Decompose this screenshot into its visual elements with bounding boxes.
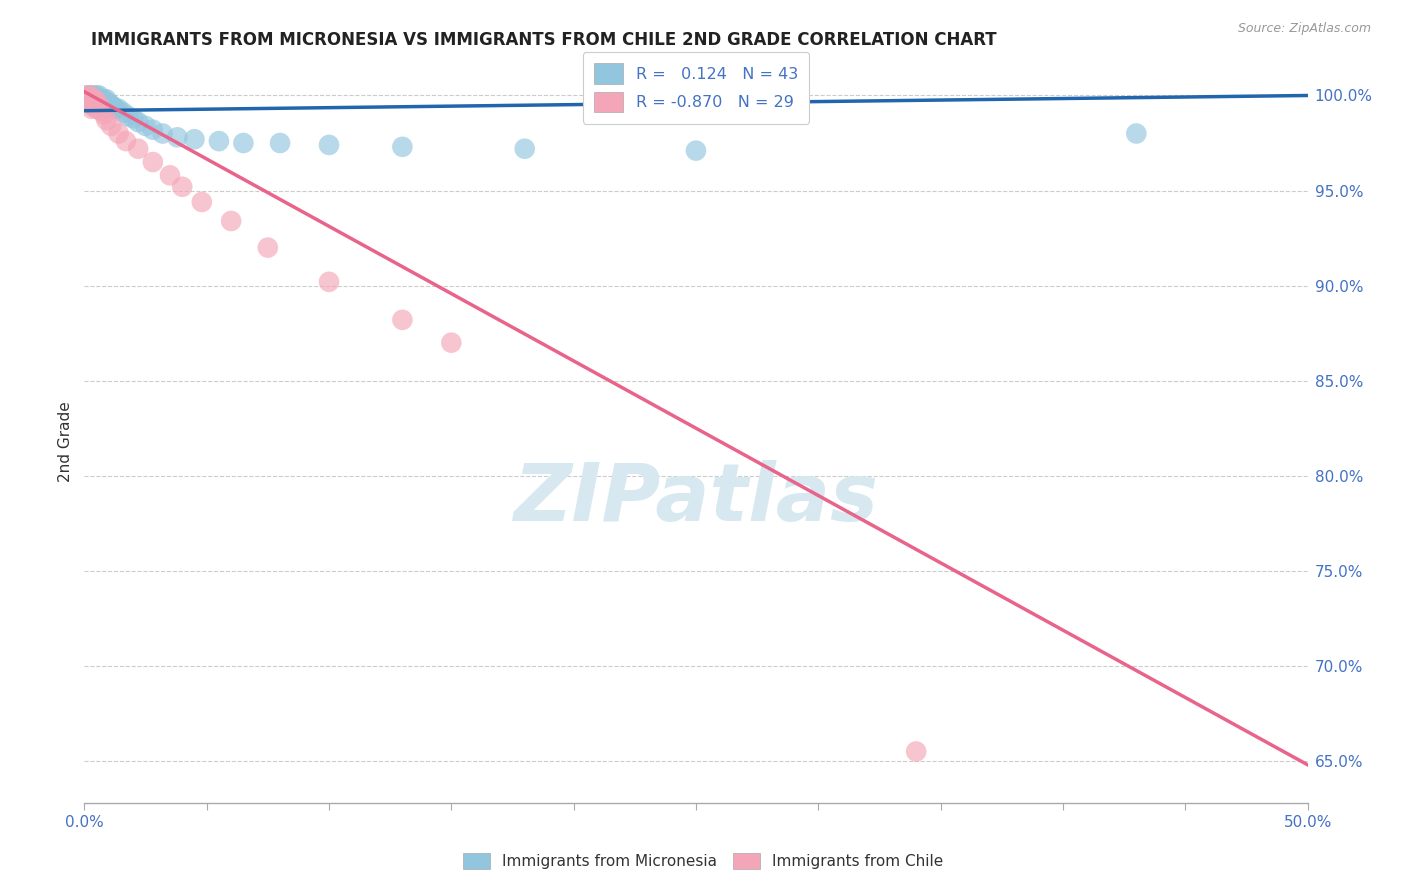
- Point: [172, 179, 194, 194]
- Point: [90, 98, 112, 112]
- Point: [112, 105, 135, 120]
- Point: [103, 100, 125, 114]
- Text: ZIPatlas: ZIPatlas: [513, 460, 879, 539]
- Point: [93, 107, 115, 121]
- Point: [96, 113, 118, 128]
- Point: [87, 98, 110, 112]
- Point: [105, 102, 128, 116]
- Point: [905, 744, 928, 758]
- Point: [97, 96, 120, 111]
- Point: [76, 92, 98, 106]
- Point: [122, 112, 145, 126]
- Point: [77, 92, 100, 106]
- Point: [83, 92, 105, 106]
- Point: [80, 92, 103, 106]
- Point: [318, 137, 340, 152]
- Point: [159, 169, 181, 183]
- Point: [117, 109, 139, 123]
- Point: [100, 98, 122, 112]
- Point: [83, 98, 105, 112]
- Point: [80, 90, 103, 104]
- Y-axis label: 2nd Grade: 2nd Grade: [58, 401, 73, 482]
- Point: [269, 136, 291, 150]
- Point: [152, 127, 174, 141]
- Point: [87, 88, 110, 103]
- Point: [87, 98, 110, 112]
- Point: [127, 142, 149, 156]
- Point: [513, 142, 536, 156]
- Point: [77, 88, 100, 103]
- Point: [183, 132, 205, 146]
- Point: [96, 102, 118, 116]
- Point: [80, 102, 103, 116]
- Point: [83, 100, 105, 114]
- Point: [391, 313, 413, 327]
- Point: [219, 214, 242, 228]
- Point: [107, 102, 129, 116]
- Point: [86, 102, 108, 116]
- Point: [166, 130, 188, 145]
- Point: [107, 127, 129, 141]
- Point: [83, 88, 105, 103]
- Point: [318, 275, 340, 289]
- Point: [80, 88, 103, 103]
- Point: [1125, 127, 1147, 141]
- Point: [86, 98, 108, 112]
- Text: Source: ZipAtlas.com: Source: ZipAtlas.com: [1237, 22, 1371, 36]
- Point: [80, 96, 103, 111]
- Point: [685, 144, 707, 158]
- Text: IMMIGRANTS FROM MICRONESIA VS IMMIGRANTS FROM CHILE 2ND GRADE CORRELATION CHART: IMMIGRANTS FROM MICRONESIA VS IMMIGRANTS…: [91, 31, 997, 49]
- Point: [86, 94, 108, 108]
- Point: [115, 134, 138, 148]
- Point: [440, 335, 463, 350]
- Point: [77, 88, 100, 103]
- Point: [257, 241, 280, 255]
- Legend: R =   0.124   N = 43, R = -0.870   N = 29: R = 0.124 N = 43, R = -0.870 N = 29: [583, 52, 808, 123]
- Point: [142, 155, 165, 169]
- Point: [76, 88, 98, 103]
- Point: [191, 194, 214, 209]
- Point: [90, 103, 112, 118]
- Point: [80, 98, 103, 112]
- Point: [127, 115, 149, 129]
- Point: [93, 98, 115, 112]
- Point: [208, 134, 231, 148]
- Point: [391, 140, 413, 154]
- Point: [76, 88, 98, 103]
- Point: [83, 92, 105, 106]
- Point: [86, 92, 108, 106]
- Point: [87, 92, 110, 106]
- Point: [93, 92, 115, 106]
- Legend: Immigrants from Micronesia, Immigrants from Chile: Immigrants from Micronesia, Immigrants f…: [457, 847, 949, 875]
- Point: [86, 88, 108, 103]
- Point: [135, 119, 157, 133]
- Point: [90, 92, 112, 106]
- Point: [142, 122, 165, 136]
- Point: [232, 136, 254, 150]
- Point: [100, 119, 122, 133]
- Point: [77, 94, 100, 108]
- Point: [96, 92, 118, 106]
